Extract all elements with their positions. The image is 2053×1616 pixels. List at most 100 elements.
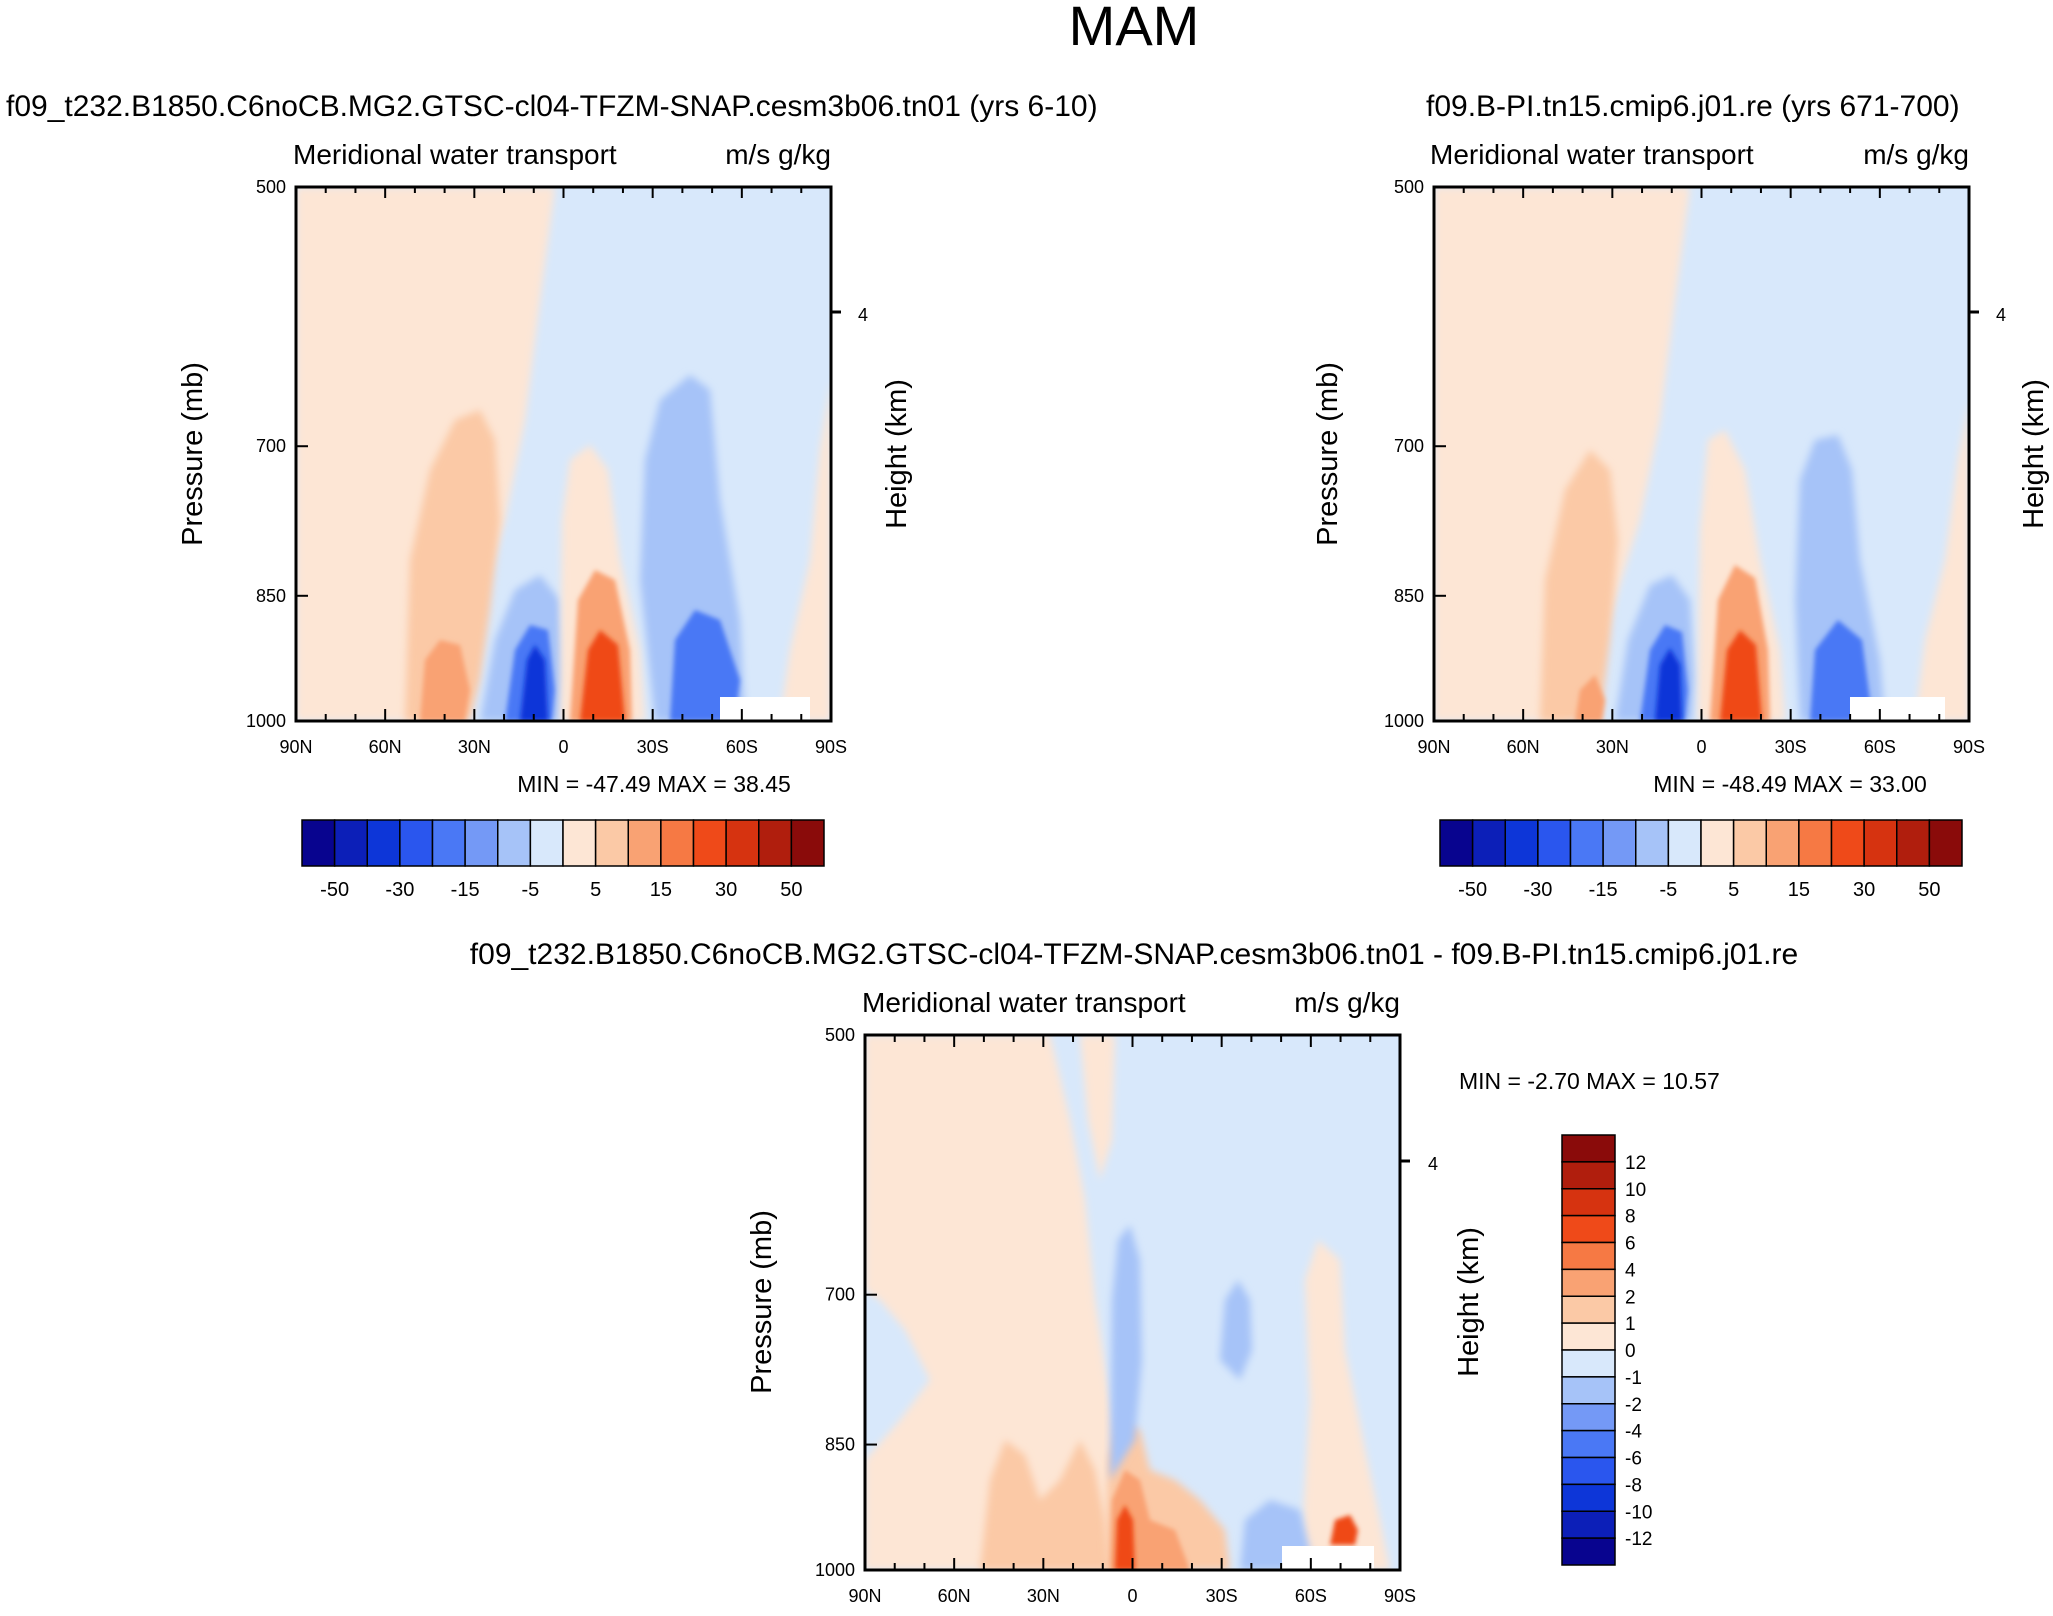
panel-b-y-tick-label: 850 (1394, 586, 1424, 606)
panel-b-colorbar-swatch (1830, 819, 1865, 867)
panel-b-colorbar-swatch (1439, 819, 1474, 867)
panel-a-y-tick-label: 850 (256, 586, 286, 606)
panel-b-colorbar-label: 50 (1918, 879, 1940, 901)
panel-a-colorbar-label: 15 (650, 879, 672, 901)
panel-a-north-subtropic-positive (405, 410, 500, 721)
panel-a-colorbar-label: 5 (590, 879, 601, 901)
panel-c-colorbar-swatch (1561, 1214, 1616, 1244)
panel-b-ylabel: Pressure (mb) (1312, 362, 1344, 546)
panel-c-x-tick-label: 0 (1127, 1586, 1137, 1606)
panel-b-colorbar-label: -50 (1458, 879, 1487, 901)
panel-b-colorbar-swatch (1635, 819, 1670, 867)
panel-b-title: f09.B-PI.tn15.cmip6.j01.re (yrs 671-700) (1426, 90, 1960, 123)
panel-a-ylabel-right: Height (km) (881, 379, 913, 529)
panel-c-right-tick-label: 4 (1428, 1154, 1438, 1174)
panel-c-colorbar-swatch (1561, 1483, 1616, 1512)
panel-b-north-positive-region (1434, 187, 1690, 721)
panel-a-colorbar-swatch (529, 819, 564, 867)
panel-a-south-negative-core (670, 610, 740, 721)
panel-b-colorbar-swatch (1667, 819, 1702, 867)
panel-c-positive-bands (980, 1440, 1110, 1570)
panel-c-x-tick-label: 60S (1295, 1586, 1327, 1606)
panel-c-colorbar-label: 0 (1625, 1341, 1636, 1362)
panel-c-missing-data (1282, 1546, 1374, 1570)
panel-b-colorbar-label: -5 (1659, 879, 1677, 901)
panel-a-x-tick-label: 90S (815, 737, 847, 757)
panel-b-x-tick-label: 90N (1417, 737, 1450, 757)
panel-a-missing-data (720, 697, 810, 721)
panel-a-yticks: 500 700 850 1000 (246, 177, 308, 731)
panel-a-right-tick-label: 4 (858, 305, 868, 325)
panel-a-north-subtropic-core (420, 640, 470, 721)
panel-b-south-positive-core (1720, 630, 1762, 721)
panel-c-y-tick-label: 850 (825, 1435, 855, 1455)
panel-c-colorbar-swatch (1561, 1161, 1616, 1190)
panel-c-x-tick-label: 30S (1206, 1586, 1238, 1606)
panel-b-x-tick-label: 30S (1775, 737, 1807, 757)
panel-b-variable: Meridional water transport (1430, 139, 1754, 170)
panel-c-colorbar-swatch (1561, 1510, 1616, 1539)
panel-b-north-subtropic-positive (1540, 450, 1618, 721)
panel-c-y-tick-label: 500 (825, 1025, 855, 1045)
panel-a-colorbar-swatch (594, 819, 629, 867)
panel-c-xticks: 90N 60N 30N 0 30S 60S 90S (848, 1035, 1416, 1606)
panel-a-equatorial-negative-core (520, 645, 548, 721)
panel-c-colorbar-label: -4 (1625, 1422, 1642, 1443)
panel-c-south-negative-blob (1220, 1280, 1252, 1380)
panel-a-title: f09_t232.B1850.C6noCB.MG2.GTSC-cl04-TFZM… (6, 90, 1098, 123)
panel-b-colorbar-label: 15 (1788, 879, 1810, 901)
panel-a-colorbar-swatch (660, 819, 695, 867)
panel-a-field (296, 187, 831, 721)
panel-b-colorbar-label: 5 (1728, 879, 1739, 901)
panel-a-colorbar-swatch (431, 819, 466, 867)
panel-c-colorbar-swatch (1561, 1537, 1616, 1566)
panel-c-colorbar-label: -8 (1625, 1475, 1642, 1496)
panel-a-colorbar-swatch (725, 819, 760, 867)
panel-a-y-tick-label: 1000 (246, 711, 286, 731)
panel-a-colorbar-label: -5 (521, 879, 539, 901)
panel-b-y-tick-label: 1000 (1384, 711, 1424, 731)
panel-c-colorbar-label: -6 (1625, 1449, 1642, 1470)
panel-a-colorbar-swatch (627, 819, 662, 867)
panel-a-x-tick-label: 60S (726, 737, 758, 757)
panel-a-colorbar-swatch (562, 819, 597, 867)
panel-c-polar-positive-core (1330, 1515, 1358, 1545)
panel-c-equator-negative-column (1110, 1225, 1142, 1480)
panel-a-colorbar-label: 30 (715, 879, 737, 901)
panel-a-north-positive-region (296, 187, 555, 721)
panel-c-equator-positive-core (1115, 1505, 1135, 1570)
panel-a-x-tick-label: 30N (458, 737, 491, 757)
panel-c-y-tick-label: 1000 (815, 1560, 855, 1580)
panel-b-colorbar-swatch (1928, 819, 1963, 867)
panel-b-x-tick-label: 60S (1864, 737, 1896, 757)
panel-a-y-tick-label: 500 (256, 177, 286, 197)
panel-c-colorbar-label: 4 (1625, 1260, 1636, 1281)
panel-a-stats: MIN = -47.49 MAX = 38.45 (517, 771, 791, 797)
panel-b-colorbar-swatch (1765, 819, 1800, 867)
panel-a-x-tick-label: 90N (279, 737, 312, 757)
panel-c-x-tick-label: 60N (938, 1586, 971, 1606)
panel-b-colorbar-swatch (1700, 819, 1735, 867)
panel-bottom-difference: f09_t232.B1850.C6noCB.MG2.GTSC-cl04-TFZM… (470, 938, 1798, 1606)
panel-a-colorbar-swatch (301, 819, 336, 867)
panel-b-colorbar-swatch (1471, 819, 1506, 867)
panel-c-x-tick-label: 90S (1384, 1586, 1416, 1606)
panel-b-south-negative-core (1810, 620, 1870, 721)
panel-b-y-tick-label: 700 (1394, 436, 1424, 456)
panel-a-colorbar-label: -15 (451, 879, 480, 901)
panel-a-polar-positive (780, 380, 831, 721)
panel-a-colorbar: -50 -30 -15 -5 5 15 30 50 (301, 819, 825, 901)
panel-c-colorbar-label: -12 (1625, 1529, 1652, 1550)
panel-c-north-positive-region (865, 1035, 1140, 1570)
panel-c-colorbar-swatch (1561, 1134, 1616, 1163)
panel-c-colorbar-label: -2 (1625, 1395, 1642, 1416)
panel-b-equatorial-negative-core (1655, 648, 1682, 721)
panel-a-colorbar-swatch (333, 819, 368, 867)
panel-b-right-tick-label: 4 (1996, 305, 2006, 325)
panel-c-variable: Meridional water transport (862, 987, 1186, 1018)
panel-c-colorbar-label: -1 (1625, 1368, 1642, 1389)
panel-c-colorbar-swatch (1561, 1429, 1616, 1459)
panel-b-yticks: 500 700 850 1000 (1384, 177, 1446, 731)
